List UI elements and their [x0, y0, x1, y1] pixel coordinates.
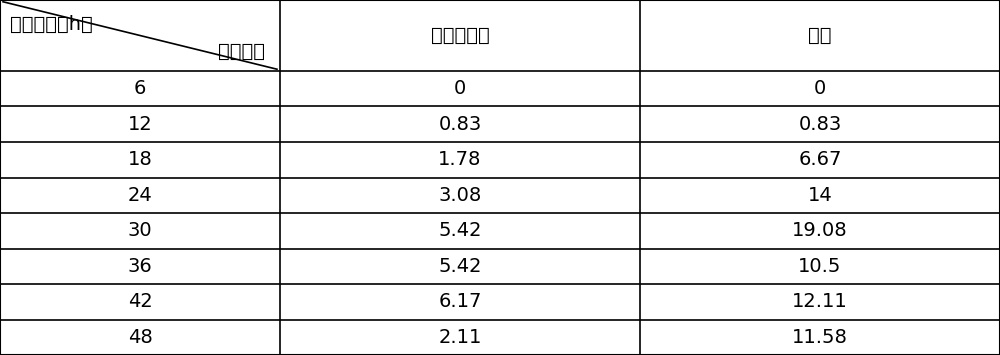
Text: 1.78: 1.78	[438, 150, 482, 169]
Text: 10.5: 10.5	[798, 257, 842, 276]
Text: 6.67: 6.67	[798, 150, 842, 169]
Text: 侵染数量: 侵染数量	[218, 42, 265, 61]
Text: 12.11: 12.11	[792, 292, 848, 311]
Text: 19.08: 19.08	[792, 221, 848, 240]
Text: 0.83: 0.83	[798, 115, 842, 134]
Text: 6.17: 6.17	[438, 292, 482, 311]
Text: 3.08: 3.08	[438, 186, 482, 205]
Text: 2.11: 2.11	[438, 328, 482, 347]
Text: 6: 6	[134, 79, 146, 98]
Text: 36: 36	[128, 257, 152, 276]
Text: 30: 30	[128, 221, 152, 240]
Text: 白根甘肃桃: 白根甘肃桃	[431, 26, 489, 45]
Text: 5.42: 5.42	[438, 257, 482, 276]
Text: 0: 0	[814, 79, 826, 98]
Text: 0.83: 0.83	[438, 115, 482, 134]
Text: 12: 12	[128, 115, 152, 134]
Text: 48: 48	[128, 328, 152, 347]
Text: 18: 18	[128, 150, 152, 169]
Text: 贝蕾: 贝蕾	[808, 26, 832, 45]
Text: 0: 0	[454, 79, 466, 98]
Text: 14: 14	[808, 186, 832, 205]
Text: 侵染时间（h）: 侵染时间（h）	[10, 15, 93, 34]
Text: 5.42: 5.42	[438, 221, 482, 240]
Text: 42: 42	[128, 292, 152, 311]
Text: 24: 24	[128, 186, 152, 205]
Text: 11.58: 11.58	[792, 328, 848, 347]
